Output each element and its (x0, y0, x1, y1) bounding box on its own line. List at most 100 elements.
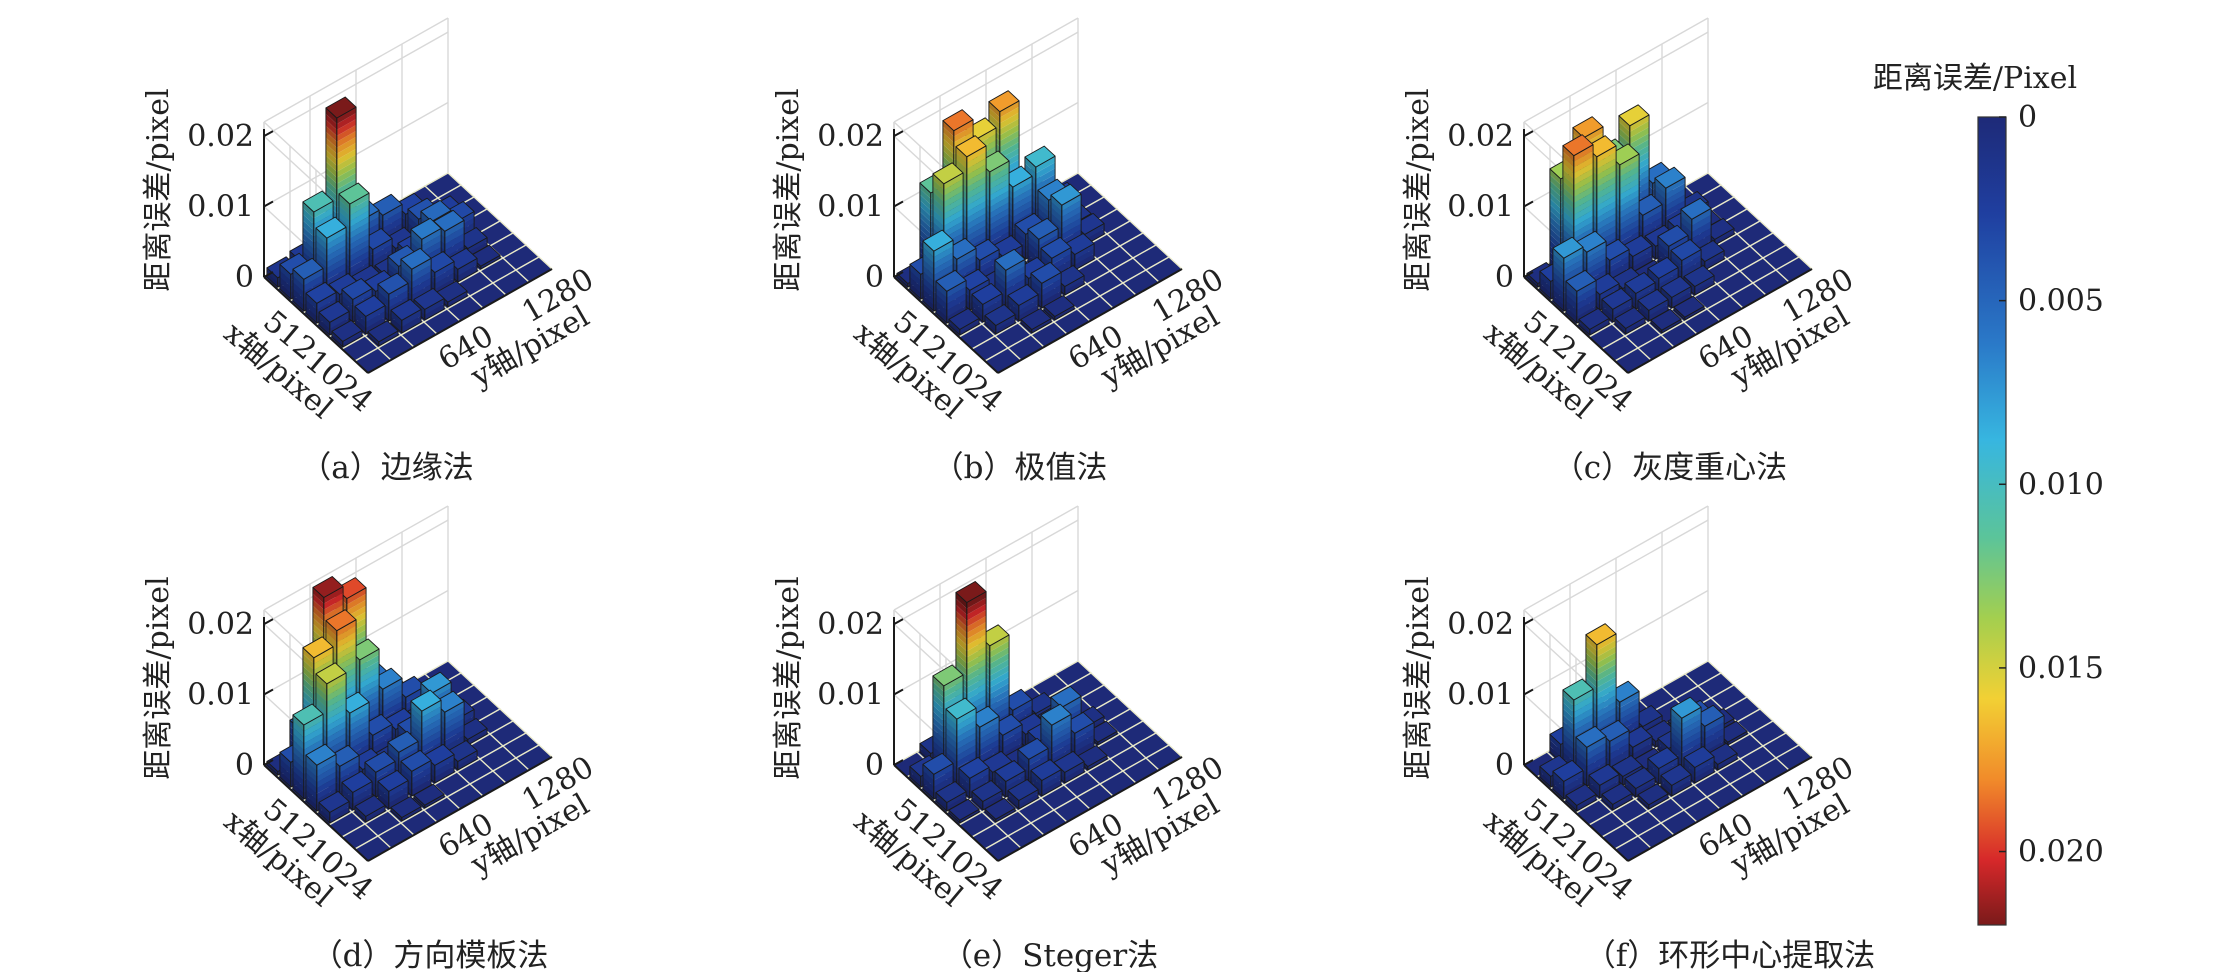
grid-line (1523, 17, 1709, 123)
z-tick-label: 0.01 (817, 678, 884, 713)
colorbar-tick-label: 0.010 (2018, 467, 2104, 502)
grid-line (893, 31, 1079, 137)
bar (1007, 284, 1039, 322)
bar (390, 298, 422, 334)
z-axis: 0.02 0.01 0 (1447, 607, 1813, 862)
grid-line (893, 17, 1079, 123)
grid-line (263, 31, 449, 137)
colorbar-title: 距离误差/Pixel (1873, 61, 2077, 96)
subplot-caption: （e）Steger法 (942, 938, 1158, 972)
bar (1673, 295, 1705, 321)
z-axis: 0.02 0.01 0 (817, 607, 1183, 862)
colorbar: 距离误差/Pixel 0 0.005 0.010 0.015 0.020 (1873, 61, 2104, 926)
z-axis: 0.02 0.01 0 (1447, 119, 1813, 374)
bar (1683, 265, 1715, 296)
colorbar-tick-label: 0.020 (2018, 835, 2104, 870)
z-tick-label: 0.01 (187, 190, 254, 225)
bar (1601, 782, 1633, 811)
bar (305, 743, 337, 812)
z-axis: 0.02 0.01 0 (187, 119, 553, 374)
z-tick-label: 0 (1495, 748, 1514, 783)
bar (318, 790, 350, 824)
z-axis-label: 距离误差/pixel (1401, 576, 1436, 779)
bar (1578, 307, 1610, 336)
bar (1007, 779, 1039, 810)
bar (984, 304, 1016, 335)
bar (1043, 295, 1075, 321)
z-tick-label: 0 (235, 748, 254, 783)
bar (367, 320, 399, 347)
bars (1526, 104, 1735, 336)
z-axis-label: 距离误差/pixel (771, 88, 806, 291)
colorbar-tick-label: 0.015 (2018, 651, 2104, 686)
bar (413, 783, 445, 809)
bar (1624, 767, 1656, 798)
subplot-caption: （b）极值法 (933, 450, 1108, 486)
grid-line (263, 17, 449, 123)
z-axis-label: 距离误差/pixel (1401, 88, 1436, 291)
z-tick-label: 0.01 (1447, 190, 1514, 225)
bar (377, 769, 409, 810)
colorbar-gradient (1977, 116, 2007, 926)
z-axis-label: 距离误差/pixel (141, 576, 176, 779)
grid-line (893, 519, 1079, 625)
bar (1020, 308, 1052, 334)
bar (935, 269, 967, 324)
subplot-caption: （d）方向模板法 (312, 938, 549, 972)
z-axis: 0.02 0.01 0 (817, 119, 1183, 374)
z-tick-label: 0 (235, 260, 254, 295)
subplot-caption: （a）边缘法 (300, 450, 473, 486)
z-tick-label: 0.02 (817, 119, 884, 154)
z-tick-label: 0.02 (1447, 119, 1514, 154)
bar (935, 781, 967, 812)
z-tick-label: 0.01 (817, 190, 884, 225)
bar (1614, 306, 1646, 335)
bar (1030, 759, 1062, 797)
bars (1539, 623, 1748, 812)
bars (896, 90, 1105, 336)
bars (266, 576, 488, 824)
bar (955, 581, 987, 762)
bar (390, 796, 422, 822)
grid-line (263, 505, 449, 611)
bar (948, 798, 980, 824)
bars (909, 581, 1118, 824)
bar (410, 689, 442, 772)
subplot-caption: （f）环形中心提取法 (1585, 938, 1875, 972)
colorbar-tick-label: 0.005 (2018, 284, 2104, 319)
bar (1660, 763, 1692, 797)
subplot-caption: （c）灰度重心法 (1553, 450, 1787, 486)
z-tick-label: 0.01 (1447, 678, 1514, 713)
bar (1588, 763, 1620, 799)
z-tick-label: 0.02 (1447, 607, 1514, 642)
bar (354, 794, 386, 823)
grid-line (1523, 505, 1709, 611)
bar (1650, 308, 1682, 334)
bar (971, 780, 1003, 811)
z-tick-label: 0 (865, 748, 884, 783)
bar (984, 797, 1016, 823)
z-tick-label: 0.01 (187, 678, 254, 713)
grid-line (263, 519, 449, 625)
grid-line (893, 505, 1079, 611)
grid-line (1523, 519, 1709, 625)
z-tick-label: 0 (865, 260, 884, 295)
z-tick-label: 0.02 (187, 119, 254, 154)
bar (1637, 783, 1669, 810)
bar (1637, 288, 1669, 322)
grid-line (1523, 31, 1709, 137)
z-axis-label: 距离误差/pixel (141, 88, 176, 291)
z-tick-label: 0.02 (187, 607, 254, 642)
z-axis-label: 距离误差/pixel (771, 576, 806, 779)
bar (400, 749, 432, 797)
bars (266, 96, 501, 348)
colorbar-ticks: 0 0.005 0.010 0.015 0.020 (1999, 100, 2104, 870)
z-tick-label: 0 (1495, 260, 1514, 295)
